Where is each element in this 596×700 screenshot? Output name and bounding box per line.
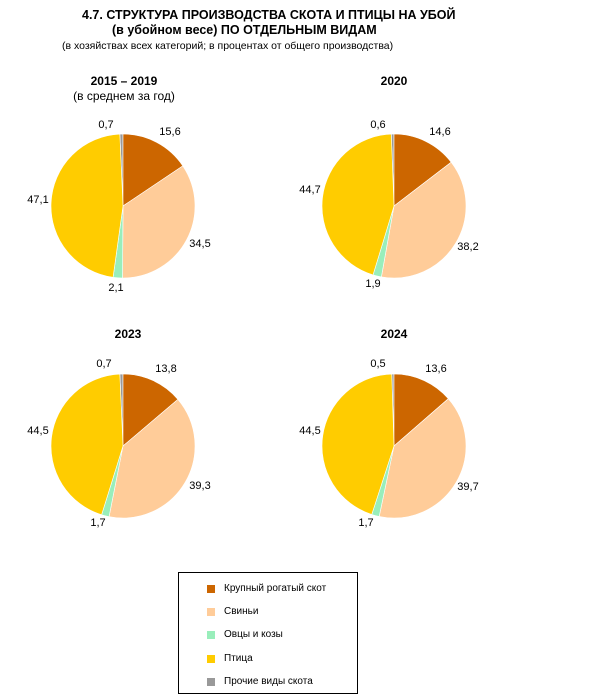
data-label-sheep-goats-2023: 1,7 xyxy=(90,517,105,529)
data-label-pigs-2015-2019: 34,5 xyxy=(189,238,210,250)
legend-swatch-poultry xyxy=(207,654,215,663)
data-label-sheep-goats-2020: 1,9 xyxy=(365,278,380,290)
chart-title-2024: 2024 xyxy=(380,327,408,341)
legend-swatch-cattle xyxy=(207,584,215,593)
pie-slice-pigs-2020 xyxy=(381,161,467,279)
legend-label-poultry: Птица xyxy=(224,653,253,664)
pie-slice-poultry-2023 xyxy=(50,373,124,516)
chart-title-2015-2019: 2015 – 2019 xyxy=(90,74,158,88)
data-label-pigs-2024: 39,7 xyxy=(457,481,478,493)
pie-slice-cattle-2020 xyxy=(393,133,452,207)
pie-slice-cattle-2024 xyxy=(393,373,449,447)
pie-slice-poultry-2020 xyxy=(321,133,395,276)
data-label-cattle-2015-2019: 15,6 xyxy=(159,126,180,138)
legend-label-sheep: Овцы и козы xyxy=(224,629,283,640)
data-label-poultry-2015-2019: 47,1 xyxy=(27,194,48,206)
legend-item-cattle: Крупный рогатый скот xyxy=(207,583,326,594)
chart-subtitle-2015-2019: (в среднем за год) xyxy=(73,89,175,103)
pie-slice-poultry-2024 xyxy=(321,373,395,515)
data-label-cattle-2023: 13,8 xyxy=(155,363,176,375)
data-label-other-2024: 0,5 xyxy=(370,358,385,370)
legend-item-sheep: Овцы и козы xyxy=(207,629,283,640)
data-label-poultry-2020: 44,7 xyxy=(299,184,320,196)
legend-label-other: Прочие виды скота xyxy=(224,676,313,687)
legend-swatch-pigs xyxy=(207,607,215,616)
legend-label-pigs: Свиньи xyxy=(224,606,259,617)
data-label-cattle-2020: 14,6 xyxy=(429,126,450,138)
legend-swatch-other xyxy=(207,677,215,686)
pie-slice-poultry-2015-2019 xyxy=(50,133,124,278)
legend-item-pigs: Свиньи xyxy=(207,606,258,617)
data-label-pigs-2020: 38,2 xyxy=(457,241,478,253)
data-label-sheep-goats-2015-2019: 2,1 xyxy=(108,282,123,294)
data-label-sheep-goats-2024: 1,7 xyxy=(358,517,373,529)
page-title-line2: (в убойном весе) ПО ОТДЕЛЬНЫМ ВИДАМ xyxy=(112,23,377,37)
data-label-other-2015-2019: 0,7 xyxy=(98,119,113,131)
legend-item-poultry: Птица xyxy=(207,653,253,664)
page-title: 4.7. СТРУКТУРА ПРОИЗВОДСТВА СКОТА И ПТИЦ… xyxy=(82,8,456,22)
page-subtitle: (в хозяйствах всех категорий; в процента… xyxy=(62,40,394,52)
pie-slice-pigs-2024 xyxy=(378,398,467,519)
pie-charts: 15,6 34,5 2,1 47,1 0,7 14,6 38,2 1,9 44,7 0,6 13,8… xyxy=(27,119,478,529)
chart-title-2023: 2023 xyxy=(114,327,142,341)
pie-slice-pigs-2023 xyxy=(108,398,196,519)
data-label-cattle-2024: 13,6 xyxy=(425,363,446,375)
pie-slice-cattle-2023 xyxy=(122,373,179,447)
legend-swatch-sheep xyxy=(207,630,215,639)
legend: Крупный рогатый скот Свиньи Овцы и козы … xyxy=(178,572,358,694)
pie-slice-cattle-2015-2019 xyxy=(122,133,184,207)
chart-title-2020: 2020 xyxy=(380,74,408,88)
data-label-poultry-2024: 44,5 xyxy=(299,425,320,437)
data-label-other-2020: 0,6 xyxy=(370,119,385,131)
data-label-pigs-2023: 39,3 xyxy=(189,480,210,492)
legend-label-cattle: Крупный рогатый скот xyxy=(224,583,327,594)
legend-item-other: Прочие виды скота xyxy=(207,676,313,687)
data-label-poultry-2023: 44,5 xyxy=(27,425,48,437)
data-label-other-2023: 0,7 xyxy=(96,358,111,370)
pie-slice-pigs-2015-2019 xyxy=(122,165,196,279)
